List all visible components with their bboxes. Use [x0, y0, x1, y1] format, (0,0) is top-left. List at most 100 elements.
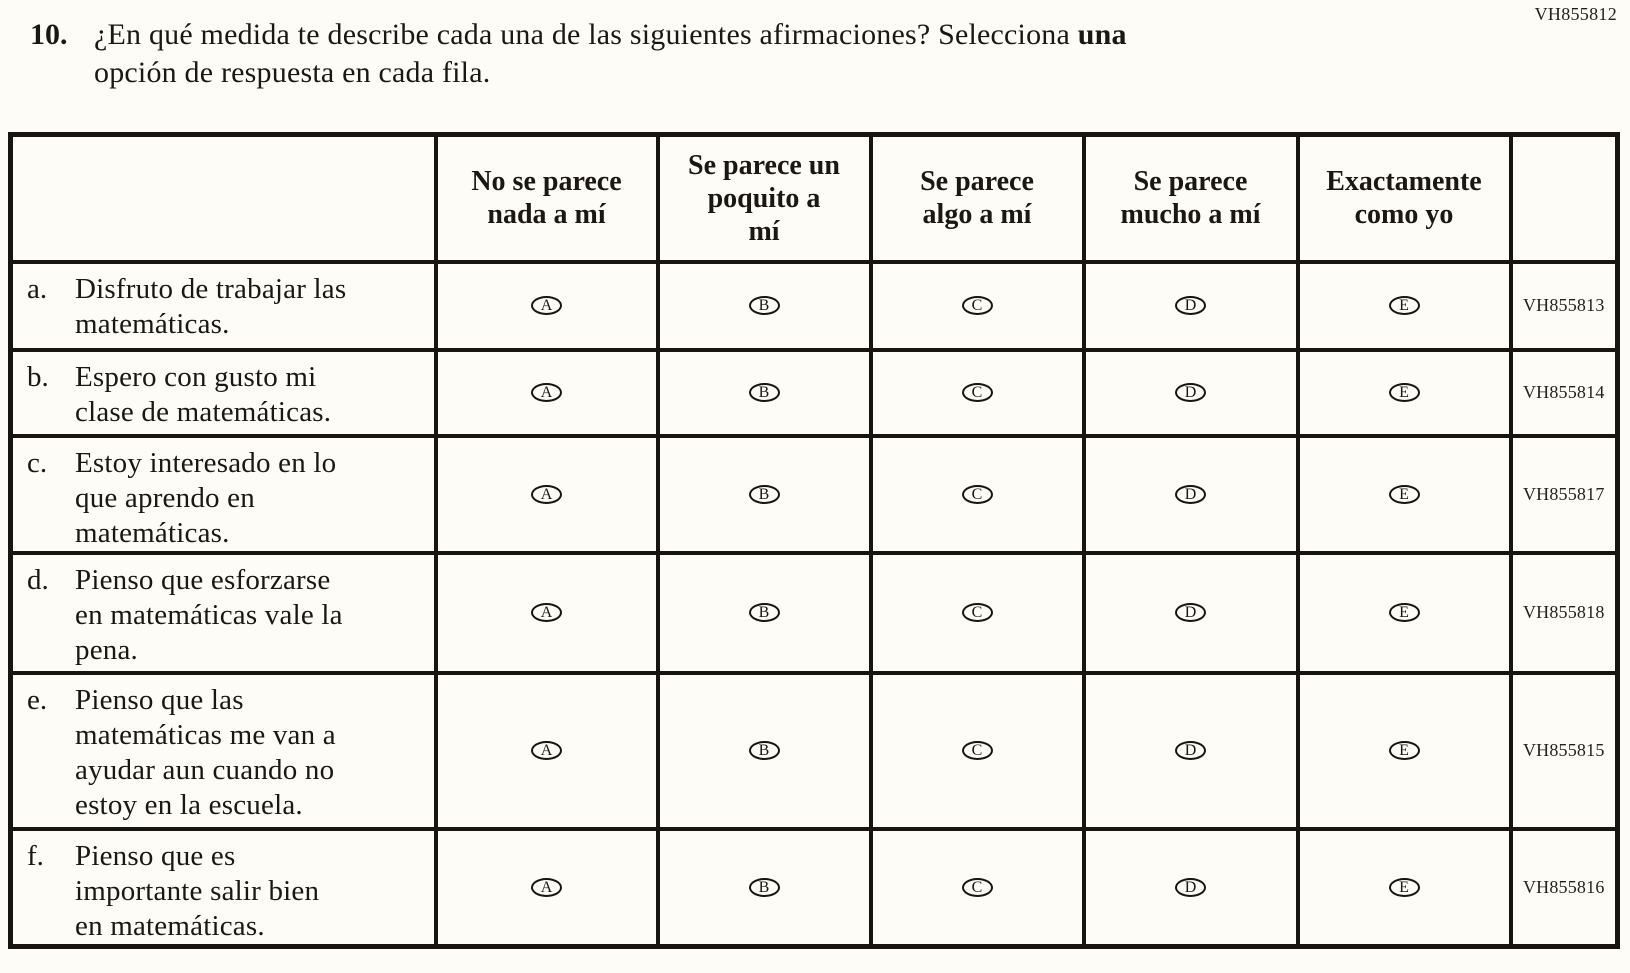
row-statement: Estoy interesado en lo que aprendo en ma…: [75, 446, 337, 549]
option-letter: C: [971, 742, 983, 759]
option-bubble-d[interactable]: D: [1175, 484, 1206, 504]
row-code: VH855816: [1508, 826, 1620, 949]
option-letter: D: [1184, 878, 1197, 896]
option-letter: A: [540, 878, 553, 896]
option-letter: D: [1184, 485, 1197, 503]
header-much-like-me: Se parece mucho a mí: [1081, 132, 1300, 264]
table-row-d: d. Pienso que esforzarse en matemáticas v…: [8, 550, 1620, 675]
option-bubble-b[interactable]: B: [748, 383, 780, 402]
question-block: 10. ¿En qué medida te describe cada una …: [30, 16, 1390, 92]
option-letter: E: [1399, 297, 1409, 314]
row-statement: Disfruto de trabajar las matemáticas.: [75, 272, 347, 340]
row-code: VH855817: [1508, 433, 1620, 555]
question-number: 10.: [30, 18, 68, 51]
row-code: VH855815: [1508, 670, 1620, 831]
question-bold-word: una: [1077, 18, 1127, 51]
option-bubble-a[interactable]: A: [531, 741, 562, 760]
table-row-f: f. Pienso que es importante salir bien en…: [8, 826, 1620, 949]
option-bubble-c[interactable]: C: [961, 383, 993, 402]
option-bubble-a[interactable]: A: [531, 484, 562, 504]
option-bubble-a[interactable]: A: [531, 383, 562, 402]
option-letter: B: [758, 742, 770, 759]
option-letter: E: [1399, 878, 1409, 896]
header-code-blank: [1508, 132, 1620, 264]
option-bubble-d[interactable]: D: [1175, 877, 1206, 897]
response-matrix-table: No se parece nada a mí Se parece un poqu…: [8, 132, 1620, 949]
row-statement: Espero con gusto mi clase de matemáticas…: [75, 360, 332, 428]
option-bubble-e[interactable]: E: [1388, 741, 1420, 760]
option-bubble-e[interactable]: E: [1388, 484, 1420, 504]
row-letter: d.: [27, 563, 49, 596]
option-bubble-d[interactable]: D: [1175, 296, 1206, 315]
option-letter: C: [971, 878, 983, 896]
option-letter: E: [1399, 604, 1409, 621]
option-letter: A: [540, 384, 553, 401]
option-bubble-c[interactable]: C: [961, 603, 993, 622]
option-letter: B: [758, 878, 770, 896]
option-letter: D: [1184, 384, 1197, 401]
table-row-c: c. Estoy interesado en lo que aprendo en …: [8, 433, 1620, 555]
option-letter: C: [971, 384, 983, 401]
page-accession-code: VH855812: [1534, 4, 1617, 24]
option-letter: D: [1184, 604, 1197, 621]
header-row: No se parece nada a mí Se parece un poqu…: [8, 132, 1620, 264]
option-bubble-e[interactable]: E: [1388, 603, 1420, 622]
option-bubble-d[interactable]: D: [1175, 741, 1206, 760]
option-letter: B: [758, 604, 770, 621]
question-line2: opción de respuesta en cada fila.: [94, 56, 491, 89]
row-letter: a.: [27, 272, 48, 305]
option-letter: A: [540, 742, 553, 759]
option-bubble-b[interactable]: B: [748, 877, 780, 897]
option-bubble-a[interactable]: A: [531, 877, 562, 897]
row-letter: c.: [27, 446, 48, 479]
question-text: ¿En qué medida te describe cada una de l…: [94, 16, 1127, 92]
row-code: VH855818: [1508, 550, 1620, 675]
question-line1: ¿En qué medida te describe cada una de l…: [94, 18, 1078, 51]
row-code: VH855813: [1508, 259, 1620, 352]
option-letter: A: [540, 604, 553, 621]
option-bubble-d[interactable]: D: [1175, 383, 1206, 402]
table-row-b: b. Espero con gusto mi clase de matemátic…: [8, 347, 1620, 438]
header-somewhat-like-me: Se parece algo a mí: [868, 132, 1086, 264]
option-letter: C: [971, 297, 983, 314]
header-not-like-me: No se parece nada a mí: [433, 132, 660, 264]
option-letter: B: [758, 485, 770, 503]
row-letter: e.: [27, 683, 48, 716]
row-code: VH855814: [1508, 347, 1620, 438]
option-bubble-a[interactable]: A: [531, 603, 562, 622]
option-letter: C: [971, 485, 983, 503]
option-bubble-e[interactable]: E: [1388, 383, 1420, 402]
option-letter: E: [1399, 384, 1409, 401]
option-bubble-e[interactable]: E: [1388, 296, 1420, 315]
option-bubble-b[interactable]: B: [748, 296, 780, 315]
table-row-a: a. Disfruto de trabajar las matemáticas. …: [8, 259, 1620, 352]
header-statement-blank: [8, 132, 438, 264]
option-bubble-e[interactable]: E: [1388, 877, 1420, 897]
option-bubble-c[interactable]: C: [961, 741, 993, 760]
option-bubble-a[interactable]: A: [531, 296, 562, 315]
row-letter: f.: [27, 839, 44, 872]
option-bubble-d[interactable]: D: [1175, 603, 1206, 622]
option-bubble-b[interactable]: B: [748, 603, 780, 622]
option-bubble-c[interactable]: C: [961, 877, 993, 897]
option-letter: E: [1399, 485, 1409, 503]
option-bubble-b[interactable]: B: [748, 484, 780, 504]
option-letter: E: [1399, 742, 1409, 759]
row-statement: Pienso que esforzarse en matemáticas val…: [75, 563, 343, 666]
option-letter: C: [971, 604, 983, 621]
option-letter: D: [1184, 742, 1197, 759]
option-letter: A: [540, 297, 553, 314]
header-little-like-me: Se parece un poquito a mí: [655, 132, 873, 264]
header-exactly-like-me: Exactamente como yo: [1295, 132, 1513, 264]
option-letter: A: [540, 485, 553, 503]
row-letter: b.: [27, 360, 49, 393]
option-bubble-c[interactable]: C: [961, 484, 993, 504]
row-statement: Pienso que es importante salir bien en m…: [75, 839, 320, 942]
row-statement: Pienso que las matemáticas me van a ayud…: [75, 683, 336, 821]
table-row-e: e. Pienso que las matemáticas me van a ay…: [8, 670, 1620, 831]
option-bubble-b[interactable]: B: [748, 741, 780, 760]
option-letter: B: [758, 297, 770, 314]
option-letter: D: [1184, 297, 1197, 314]
option-letter: B: [758, 384, 770, 401]
option-bubble-c[interactable]: C: [961, 296, 993, 315]
